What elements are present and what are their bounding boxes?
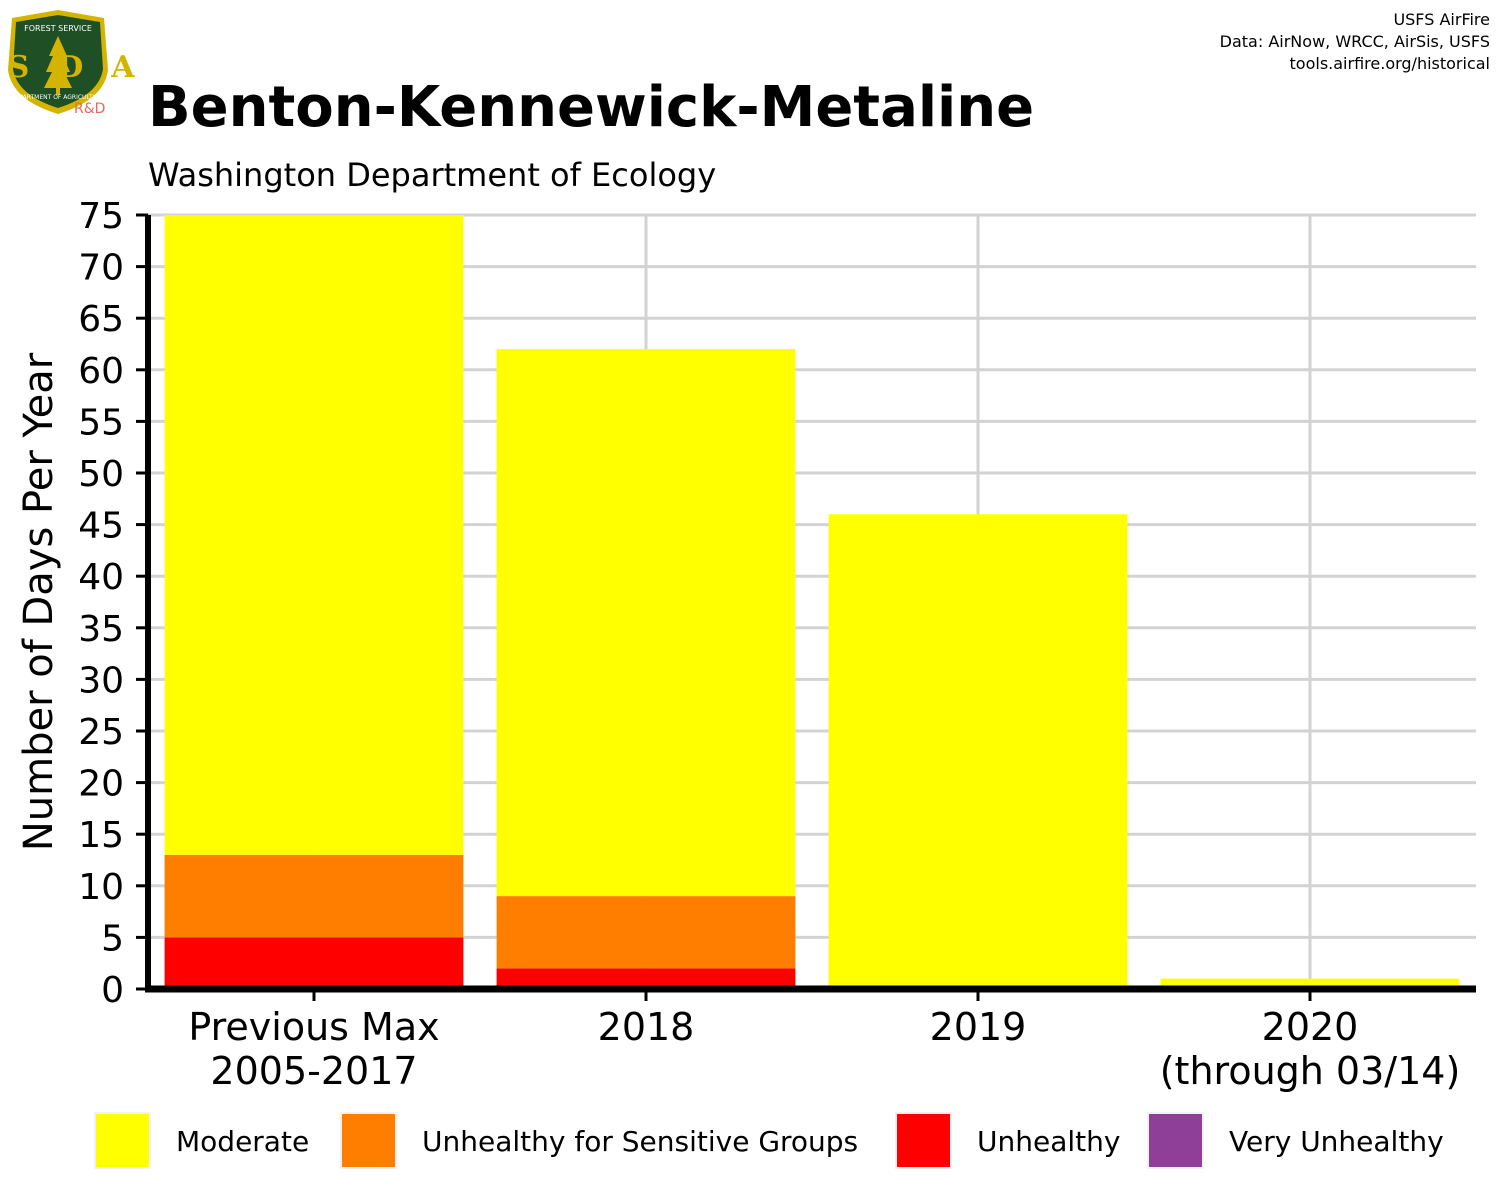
y-tick-label: 50 — [78, 454, 124, 495]
y-tick-label: 30 — [78, 660, 124, 701]
y-tick-label: 60 — [78, 351, 124, 392]
legend-swatch — [1147, 1112, 1204, 1169]
legend-label: Unhealthy for Sensitive Groups — [422, 1125, 858, 1158]
credit-line-3: tools.airfire.org/historical — [1290, 54, 1490, 73]
bar-segment-unhealthy — [164, 937, 464, 989]
axes — [145, 215, 1476, 993]
legend-swatch — [340, 1112, 397, 1169]
bars — [164, 215, 1460, 989]
legend-label: Very Unhealthy — [1229, 1125, 1444, 1158]
chart-title: Benton-Kennewick-Metaline — [148, 75, 1034, 140]
x-tick-label: 2018 — [598, 1005, 695, 1049]
credit-line-2: Data: AirNow, WRCC, AirSis, USFS — [1220, 32, 1490, 51]
legend-swatch — [895, 1112, 952, 1169]
y-tick-label: 40 — [78, 557, 124, 598]
logo-tree-trunk — [56, 88, 60, 95]
y-tick-label: 55 — [78, 402, 124, 443]
y-tick-label: 15 — [78, 815, 124, 856]
bar-segment-moderate — [496, 349, 796, 897]
y-axis-label: Number of Days Per Year — [16, 352, 62, 851]
y-tick-label: 45 — [78, 506, 124, 547]
y-tick-label: 10 — [78, 867, 124, 908]
credit-line-1: USFS AirFire — [1393, 10, 1490, 29]
logo-letters: USDA — [0, 50, 163, 85]
y-tick-labels: 0 5 10 15 20 25 30 35 40 45 50 55 60 65 70 75 — [78, 196, 124, 1011]
legend-swatch — [94, 1112, 151, 1169]
y-tick-label: 35 — [78, 609, 124, 650]
legend: Moderate Unhealthy for Sensitive Groups Un… — [94, 1112, 1444, 1169]
chart-subtitle: Washington Department of Ecology — [148, 156, 716, 194]
bar-segment-moderate — [164, 215, 464, 855]
legend-label: Unhealthy — [977, 1125, 1120, 1158]
x-tick-label: 2020 — [1262, 1005, 1359, 1049]
logo-rd-tag: R&D — [74, 101, 105, 117]
bar-segment-unhealthy — [496, 968, 796, 989]
y-tick-label: 75 — [78, 196, 124, 237]
y-tick-label: 20 — [78, 764, 124, 805]
logo-agency-text: FOREST SERVICE — [24, 24, 92, 33]
logo-department-text: DEPARTMENT OF AGRICULTURE — [11, 94, 105, 101]
y-tick-label: 5 — [101, 918, 124, 959]
x-tick-label-line2: (through 03/14) — [1160, 1049, 1461, 1093]
y-tick-label: 70 — [78, 248, 124, 289]
usfs-logo: USDA FOREST SERVICE DEPARTMENT OF AGRICU… — [0, 10, 163, 117]
y-tick-label: 0 — [101, 970, 124, 1011]
logo-tree-icon — [44, 36, 72, 88]
bar-segment-unhealthy-for-sensitive-groups — [164, 854, 464, 938]
y-tick-label: 65 — [78, 299, 124, 340]
x-tick-label: Previous Max — [188, 1005, 439, 1049]
x-tick-label: 2019 — [930, 1005, 1027, 1049]
x-tick-label-line2: 2005-2017 — [210, 1049, 417, 1093]
bar-segment-moderate — [1160, 978, 1460, 989]
legend-label: Moderate — [176, 1125, 309, 1158]
y-tick-label: 25 — [78, 712, 124, 753]
bar-segment-unhealthy-for-sensitive-groups — [496, 896, 796, 969]
bar-segment-moderate — [828, 514, 1128, 989]
